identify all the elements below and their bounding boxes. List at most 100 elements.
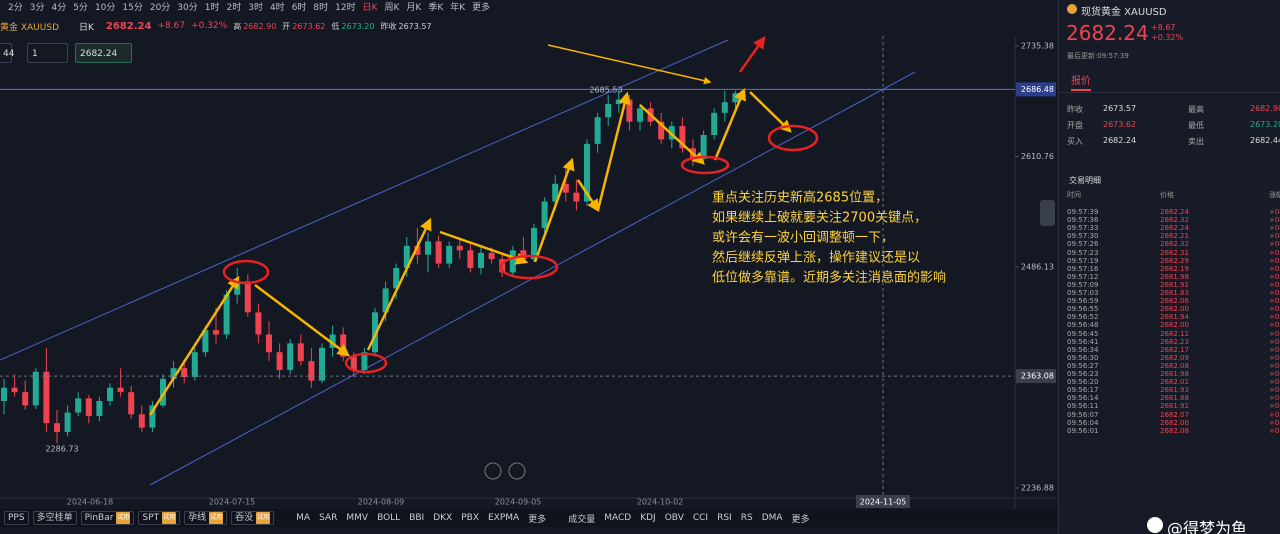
- timeframe[interactable]: 3分: [29, 2, 45, 13]
- indicator[interactable]: 更多: [528, 514, 547, 525]
- timeframe[interactable]: 8时: [313, 2, 329, 13]
- trade-pct: +0.32%: [1269, 345, 1280, 354]
- nav-button[interactable]: [484, 462, 502, 480]
- indicator[interactable]: MMV: [346, 513, 369, 523]
- candle-body: [96, 401, 103, 417]
- trade-pct: +0.32%: [1269, 321, 1280, 330]
- trade-time: 09:57:39: [1067, 208, 1099, 216]
- trade-pct: +0.33%: [1269, 256, 1280, 265]
- indicator[interactable]: OBV: [664, 513, 684, 523]
- trade-price: 2682.21: [1160, 232, 1189, 241]
- price: 2682.24: [105, 20, 152, 32]
- tool[interactable]: 吞没 试用: [231, 511, 275, 525]
- indicator[interactable]: BBI: [409, 513, 425, 523]
- trade-price: 2682.32: [1160, 240, 1189, 249]
- timeframe[interactable]: 1时: [204, 2, 220, 13]
- timeframe[interactable]: 3时: [248, 2, 263, 13]
- trade-time: 09:56:55: [1067, 305, 1099, 314]
- candle-body: [393, 268, 400, 289]
- timeframe[interactable]: 更多: [472, 2, 491, 13]
- trade-time: 09:56:14: [1067, 394, 1099, 403]
- trade-price: 2682.24: [1160, 208, 1189, 216]
- timeframe[interactable]: 4分: [51, 2, 67, 13]
- timeframe[interactable]: 5分: [73, 2, 88, 13]
- tool[interactable]: PinBar 试用: [80, 511, 135, 525]
- crosshair-label-bg: [1016, 369, 1056, 384]
- candle-body: [117, 387, 124, 393]
- trade-time: 09:56:07: [1067, 410, 1099, 419]
- indicator[interactable]: 更多: [791, 514, 810, 525]
- arrow: [576, 179, 600, 213]
- timeframe[interactable]: 4时: [269, 2, 285, 13]
- symbol[interactable]: 黄金 XAUUSD: [0, 22, 60, 33]
- timeframe[interactable]: 10分: [94, 2, 116, 13]
- trades-header: 时间: [1067, 191, 1081, 199]
- input[interactable]: 2682.24: [75, 43, 132, 63]
- timeframe[interactable]: 周K: [384, 2, 400, 13]
- candle-body: [43, 371, 50, 424]
- input[interactable]: 1: [27, 43, 68, 63]
- trade-price: 2682.24: [1160, 224, 1189, 233]
- tool[interactable]: PPS: [4, 511, 29, 525]
- tool-name: 多空桂单: [36, 513, 73, 523]
- trade-price: 2682.23: [1160, 337, 1189, 346]
- indicator[interactable]: BOLL: [377, 513, 401, 523]
- trade-price: 2682.09: [1160, 353, 1189, 362]
- indicator[interactable]: DMA: [761, 513, 783, 523]
- arrow: [148, 275, 240, 416]
- timeframe[interactable]: 15分: [122, 2, 143, 13]
- x-tick-label: 2024-09-05: [495, 498, 542, 507]
- candle-body: [191, 352, 198, 378]
- watermark: @得梦为鱼: [1167, 519, 1248, 534]
- arrow: [366, 217, 432, 351]
- tool[interactable]: 多空桂单: [32, 511, 77, 525]
- change: +8.67: [157, 21, 186, 31]
- label: 低: [331, 21, 340, 31]
- indicator[interactable]: PBX: [461, 513, 479, 523]
- indicator[interactable]: RS: [740, 513, 753, 523]
- timeframe[interactable]: 日K: [362, 2, 378, 13]
- timeframe[interactable]: 2分: [8, 2, 23, 13]
- candle-body: [170, 368, 177, 379]
- x-tick-label: 2024-10-02: [637, 498, 684, 507]
- tool[interactable]: 孕线 试用: [184, 511, 228, 525]
- trade-pct: +0.31%: [1269, 394, 1280, 403]
- indicator[interactable]: 成交量: [568, 514, 596, 525]
- timeframe[interactable]: 30分: [177, 2, 198, 13]
- indicator[interactable]: RSI: [717, 513, 732, 523]
- candle-body: [615, 99, 622, 104]
- indicator[interactable]: MA: [296, 513, 311, 523]
- arrow: [439, 230, 529, 265]
- candle-body: [403, 245, 410, 269]
- indicator[interactable]: KDJ: [640, 513, 656, 523]
- indicator[interactable]: CCI: [692, 513, 709, 523]
- tab[interactable]: 报价: [1071, 72, 1091, 91]
- trade-time: 09:57:33: [1067, 224, 1099, 233]
- candle-body: [573, 192, 580, 202]
- candle-body: [372, 312, 378, 353]
- timeframe[interactable]: 2时: [226, 2, 242, 13]
- indicator[interactable]: EXPMA: [488, 513, 520, 523]
- x-tick-label: 2024-08-09: [358, 498, 405, 507]
- timeframe[interactable]: 6时: [291, 2, 307, 13]
- input[interactable]: 44: [0, 43, 14, 63]
- trade-pct: +0.31%: [1269, 370, 1280, 378]
- nav-button[interactable]: [508, 462, 526, 480]
- timeframe[interactable]: 月K: [406, 2, 422, 13]
- indicator[interactable]: DKX: [433, 513, 453, 523]
- timeframe[interactable]: 年K: [450, 2, 466, 13]
- collapse-button[interactable]: [1040, 200, 1055, 226]
- indicator[interactable]: SAR: [319, 513, 338, 523]
- quote-value: 2673.20: [1250, 120, 1280, 129]
- indicator[interactable]: MACD: [604, 513, 632, 523]
- candle-body: [329, 334, 336, 348]
- tool[interactable]: SPT 试用: [138, 511, 181, 525]
- timeframe[interactable]: 12时: [335, 2, 356, 13]
- trade-time: 09:56:11: [1067, 402, 1099, 411]
- timeframe[interactable]: 季K: [428, 2, 444, 13]
- icon: [1067, 4, 1077, 14]
- trade-price: 2682.00: [1160, 321, 1189, 330]
- period[interactable]: 日K: [79, 22, 94, 33]
- quote-label: 卖出: [1188, 137, 1204, 146]
- timeframe[interactable]: 20分: [149, 2, 171, 13]
